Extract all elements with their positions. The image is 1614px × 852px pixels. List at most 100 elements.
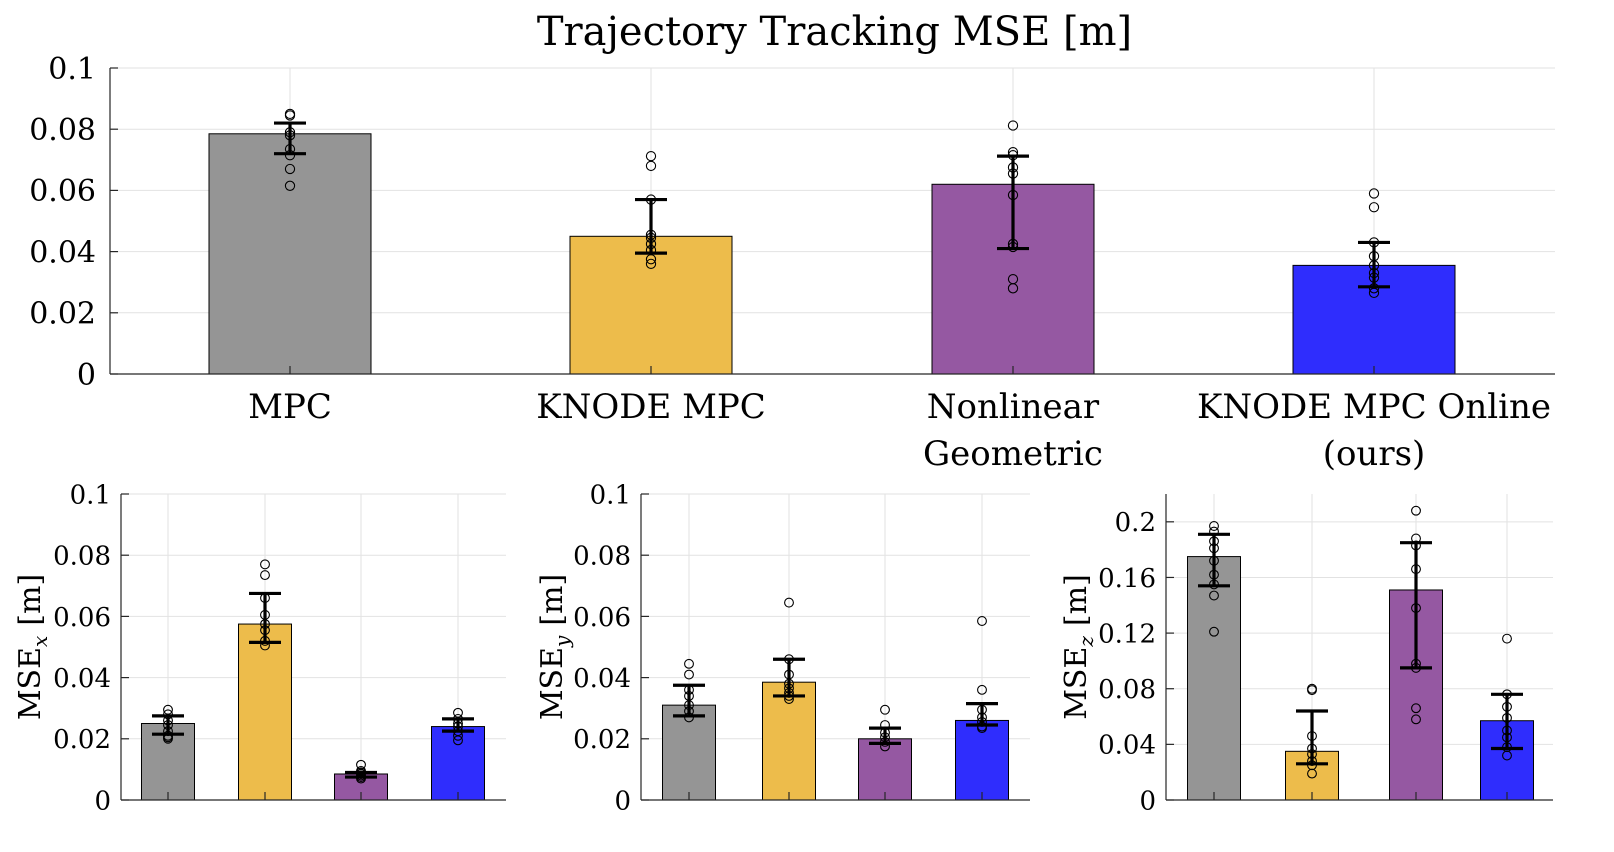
data-point (1007, 146, 1019, 158)
y-tick-label: 0.02 (29, 297, 96, 332)
y-tick-label: 0.08 (1098, 675, 1156, 705)
y-axis-label-subscript: y (550, 635, 574, 648)
y-tick-label: 0.04 (29, 235, 96, 270)
data-point (1411, 714, 1421, 725)
y-tick-label: 0.08 (53, 542, 111, 572)
error-bar (1358, 240, 1390, 289)
data-point (453, 730, 463, 741)
data-point (453, 735, 463, 746)
y-axis-label-main: MSE (13, 647, 48, 720)
data-point (1502, 689, 1512, 700)
chart-mse-y: 0 0.02 0.04 0.06 0.08 0.1 MSEy [m] (535, 480, 1030, 816)
data-point (1007, 120, 1019, 131)
y-axis-label-unit: [m] (13, 574, 48, 626)
data-point (1411, 658, 1421, 669)
y-tick-label: 0.1 (48, 52, 96, 87)
category-label: KNODE MPC Online (1197, 387, 1551, 427)
data-point (284, 180, 296, 191)
data-point (260, 570, 270, 581)
data-point (1007, 238, 1019, 250)
bar-knode-mpc-online (431, 726, 485, 801)
data-point (784, 597, 794, 608)
data-point (1368, 237, 1380, 248)
data-point (1368, 202, 1380, 213)
data-point (163, 709, 173, 720)
data-point (1209, 521, 1219, 531)
data-point (260, 635, 270, 646)
data-point (1007, 168, 1019, 179)
data-point (645, 232, 657, 243)
y-axis-label-unit: [m] (1059, 574, 1094, 626)
chart-mse-z: 0 0.04 0.08 0.12 0.16 0.2 MSEz [m] (1059, 494, 1553, 816)
error-bar (773, 657, 805, 698)
data-point (1307, 731, 1317, 741)
y-axis-label: MSEx [m] (13, 574, 52, 720)
data-point (1368, 287, 1380, 299)
data-point (1502, 725, 1512, 736)
y-tick-label: 0.1 (590, 480, 631, 510)
data-point (880, 736, 890, 747)
bar-knode-mpc (238, 623, 292, 801)
data-point (1307, 768, 1317, 779)
y-tick-label: 0.04 (53, 664, 111, 694)
data-point (260, 559, 270, 570)
data-point (880, 720, 890, 730)
data-point (453, 718, 463, 729)
data-point (1411, 564, 1421, 575)
y-tick-label: 0.02 (53, 725, 111, 755)
data-point (1209, 543, 1219, 554)
chart-title: Trajectory Tracking MSE [m] (537, 9, 1132, 55)
data-point (1209, 536, 1219, 547)
bar-nonlinear-geometric (858, 738, 912, 801)
data-point (784, 654, 794, 665)
y-axis-label-subscript: z (1074, 636, 1098, 648)
category-label: KNODE MPC (536, 387, 766, 427)
data-point (163, 733, 173, 744)
data-point (284, 130, 296, 141)
data-point (1007, 162, 1019, 173)
chart-top-overall-mse: 0 0.02 0.04 0.06 0.08 0.1 Trajectory Tracking … (29, 9, 1555, 474)
data-point (1007, 241, 1019, 253)
data-point (684, 684, 694, 695)
y-tick-label: 0 (94, 786, 111, 816)
data-point (977, 723, 987, 734)
data-point (1209, 590, 1219, 601)
data-point (1411, 540, 1421, 551)
category-label: MPC (248, 387, 332, 427)
data-point (1411, 662, 1421, 673)
y-tick-label: 0.02 (573, 725, 631, 755)
data-point (977, 717, 987, 727)
data-point (1368, 267, 1380, 279)
y-axis-label-subscript: x (28, 636, 52, 647)
data-point (1007, 150, 1019, 161)
data-point (260, 625, 270, 636)
y-tick-label: 0.06 (29, 174, 96, 209)
y-axis-label-main: MSE (535, 647, 570, 720)
data-point (284, 127, 296, 138)
data-point (784, 687, 794, 698)
y-tick-label: 0 (77, 358, 96, 393)
data-point (1307, 685, 1317, 696)
data-point (1411, 603, 1421, 614)
data-point (684, 658, 694, 669)
y-tick-label: 0.08 (29, 113, 96, 148)
bar-knode-mpc (569, 235, 733, 375)
y-tick-label: 0 (614, 786, 631, 816)
category-label: (ours) (1323, 434, 1426, 474)
data-point (684, 669, 694, 680)
data-point (645, 238, 657, 250)
data-point (163, 726, 173, 737)
data-point (977, 616, 987, 626)
y-tick-label: 0.16 (1098, 564, 1156, 594)
data-point (1209, 626, 1219, 637)
data-point (284, 110, 296, 121)
data-point (453, 707, 463, 718)
data-point (284, 150, 296, 161)
category-label: Nonlinear (927, 387, 1100, 427)
data-point (1209, 555, 1219, 566)
y-tick-label: 0.12 (1098, 619, 1156, 649)
data-point (1209, 579, 1219, 590)
data-point (284, 143, 296, 155)
y-tick-label: 0.04 (573, 664, 631, 694)
